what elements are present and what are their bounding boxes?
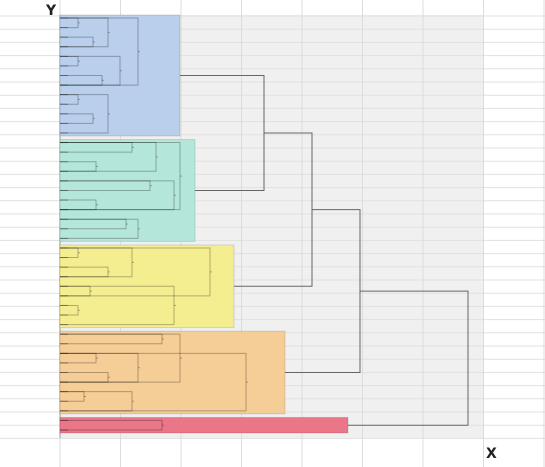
cluster-2-bar [59,139,196,242]
inner-branch [60,247,211,297]
inner-branch [60,142,133,153]
inner-branch [60,161,97,172]
inner-branch [60,142,157,172]
inner-branch [60,391,133,412]
y-axis-label: Y [45,3,57,19]
inner-branch [60,55,121,86]
inner-branch [60,247,133,278]
inner-branch [60,304,79,316]
inner-branch [60,218,139,239]
inner-branch [60,285,91,297]
inner-branch [60,74,103,86]
inner-branch [60,372,109,383]
inner-branch [60,333,163,345]
cluster-5-bar [59,416,349,434]
cluster-4-bar [59,330,286,415]
inner-branch [60,113,94,124]
cluster-3-bar [59,244,235,329]
inner-branch [60,333,181,383]
inner-branch [60,352,139,383]
linkage-lines [180,74,469,426]
inner-branch [60,36,94,48]
inner-branch [60,352,97,364]
inner-branch [60,94,79,105]
cluster-bars [59,14,349,434]
inner-branch [60,419,163,431]
inner-branch [60,285,175,326]
cluster-1-bar [59,14,181,137]
inner-branch [60,17,79,29]
inner-branch [60,266,109,278]
merge-link-4 [348,290,469,426]
inner-branch [60,180,175,211]
inner-branch [60,55,79,67]
inner-branch [60,199,97,211]
inner-branch [60,391,85,402]
inner-branch [60,180,151,191]
inner-branch [60,17,109,48]
x-axis-label: X [486,446,497,462]
inner-branch [60,142,181,211]
inner-branch [60,94,109,134]
inner-branch [60,247,79,259]
inner-branch [60,352,247,412]
inner-branch [60,218,127,230]
inner-branch [60,17,139,86]
